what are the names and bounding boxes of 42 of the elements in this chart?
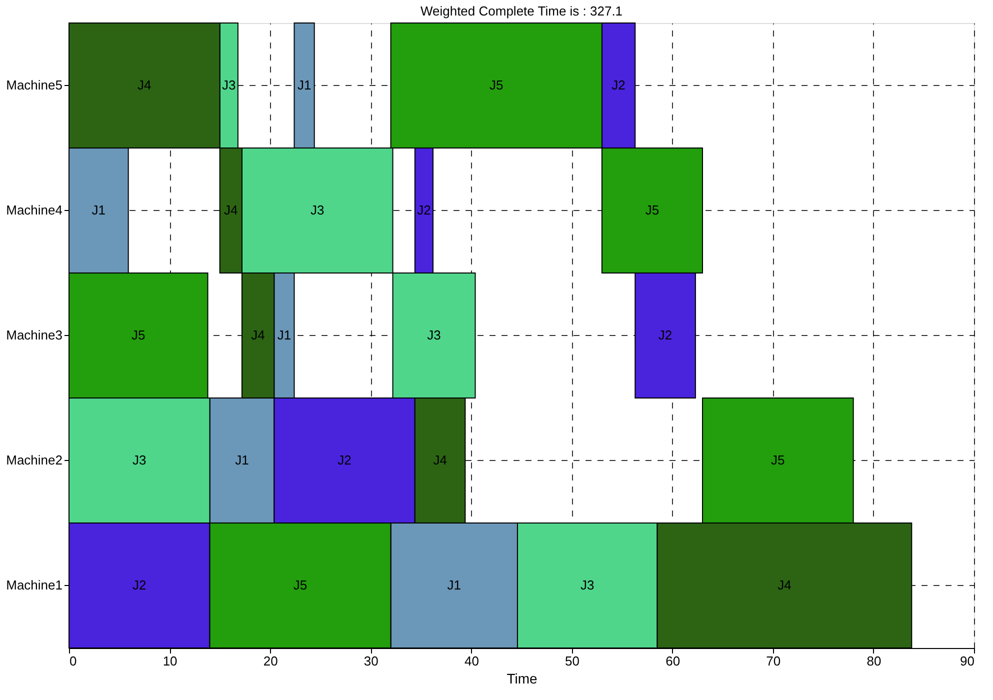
y-tick-label: Machine5 [6, 78, 62, 92]
text: J4 [138, 78, 152, 92]
text: J5 [293, 578, 308, 592]
x-axis-title: Time [506, 670, 538, 686]
text: J2 [612, 78, 626, 92]
x-tick-label: 70 [766, 654, 781, 668]
x-tick-label: 30 [364, 654, 378, 668]
text: J2 [132, 578, 146, 592]
text: J2 [658, 328, 672, 342]
text: J4 [251, 328, 265, 342]
x-tick-label: 40 [464, 654, 479, 668]
y-tick-label: Machine3 [6, 328, 62, 342]
y-tick-label: Machine1 [6, 578, 62, 592]
x-tick-label: 50 [565, 654, 580, 668]
text: J1 [447, 578, 461, 592]
y-tick-label: Machine2 [6, 452, 62, 468]
y-tick-label: Machine4 [6, 202, 62, 218]
text: J1 [92, 202, 106, 218]
text: J1 [235, 452, 249, 468]
text: J2 [338, 452, 352, 468]
x-tick-label: 80 [866, 654, 882, 668]
series-label: J4 [224, 202, 238, 218]
x-tick-label: 60 [666, 654, 680, 668]
text: J5 [132, 328, 146, 342]
text: J5 [771, 452, 785, 468]
x-tick-label: 0 [70, 654, 77, 668]
chart-title: Weighted Complete Time is : 327.1 [420, 4, 623, 18]
text: J3 [580, 578, 594, 592]
text: J4 [433, 452, 447, 468]
x-tick-label: 10 [162, 654, 178, 668]
text: J5 [489, 78, 504, 92]
text: J4 [778, 578, 792, 592]
text: J1 [297, 78, 312, 92]
series-label: J1 [277, 328, 292, 342]
text: J3 [310, 202, 324, 218]
text: J3 [427, 328, 441, 342]
text: J3 [132, 452, 146, 468]
series-label: J2 [417, 202, 431, 218]
series-label: J5 [645, 202, 660, 218]
x-tick-label: 20 [263, 654, 278, 668]
x-tick-label: 90 [960, 654, 974, 668]
series-label: J3 [222, 78, 236, 92]
